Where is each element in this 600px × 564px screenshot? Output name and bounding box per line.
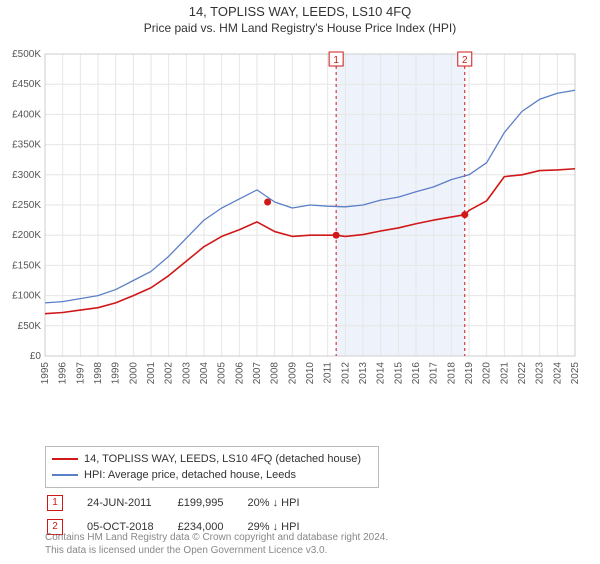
svg-text:1998: 1998: [93, 362, 104, 385]
svg-text:2001: 2001: [146, 362, 157, 385]
svg-text:£500K: £500K: [12, 49, 41, 60]
svg-text:2020: 2020: [482, 362, 493, 385]
svg-text:1997: 1997: [75, 362, 86, 385]
svg-text:£250K: £250K: [12, 200, 41, 211]
footer-line-2: This data is licensed under the Open Gov…: [45, 545, 388, 558]
svg-text:2009: 2009: [287, 362, 298, 385]
svg-text:2025: 2025: [570, 362, 581, 385]
svg-text:2007: 2007: [252, 362, 263, 385]
legend-swatch-price: [52, 458, 78, 460]
svg-text:1: 1: [333, 55, 339, 66]
svg-text:2012: 2012: [340, 362, 351, 385]
svg-text:1996: 1996: [58, 362, 69, 385]
footer: Contains HM Land Registry data © Crown c…: [45, 532, 388, 557]
svg-text:£150K: £150K: [12, 260, 41, 271]
svg-text:£100K: £100K: [12, 291, 41, 302]
svg-text:2018: 2018: [446, 362, 457, 385]
svg-text:2010: 2010: [305, 362, 316, 385]
svg-text:2: 2: [462, 55, 468, 66]
svg-text:£450K: £450K: [12, 79, 41, 90]
sale-diff: 20% ↓ HPI: [248, 492, 322, 514]
chart-title: 14, TOPLISS WAY, LEEDS, LS10 4FQ: [0, 4, 600, 19]
sale-marker-1: 1: [47, 495, 63, 511]
svg-text:2021: 2021: [499, 362, 510, 385]
svg-text:£400K: £400K: [12, 109, 41, 120]
svg-text:£0: £0: [30, 351, 42, 362]
svg-text:1995: 1995: [40, 362, 51, 385]
svg-text:2016: 2016: [411, 362, 422, 385]
svg-text:2015: 2015: [393, 362, 404, 385]
svg-text:1999: 1999: [111, 362, 122, 385]
svg-text:£350K: £350K: [12, 140, 41, 151]
legend-label-hpi: HPI: Average price, detached house, Leed…: [84, 469, 296, 481]
sale-price: £199,995: [178, 492, 246, 514]
svg-text:2008: 2008: [270, 362, 281, 385]
svg-text:£200K: £200K: [12, 230, 41, 241]
chart-plot-area: £0£50K£100K£150K£200K£250K£300K£350K£400…: [45, 48, 580, 398]
legend-label-price: 14, TOPLISS WAY, LEEDS, LS10 4FQ (detach…: [84, 453, 361, 465]
svg-text:2006: 2006: [234, 362, 245, 385]
legend-row-price: 14, TOPLISS WAY, LEEDS, LS10 4FQ (detach…: [52, 451, 372, 467]
svg-text:2002: 2002: [164, 362, 175, 385]
svg-text:2017: 2017: [429, 362, 440, 385]
line-chart: £0£50K£100K£150K£200K£250K£300K£350K£400…: [45, 48, 580, 398]
svg-text:£50K: £50K: [18, 321, 42, 332]
svg-text:£300K: £300K: [12, 170, 41, 181]
svg-text:2014: 2014: [376, 362, 387, 385]
svg-text:2024: 2024: [552, 362, 563, 385]
svg-text:2004: 2004: [199, 362, 210, 385]
footer-line-1: Contains HM Land Registry data © Crown c…: [45, 532, 388, 545]
legend-row-hpi: HPI: Average price, detached house, Leed…: [52, 467, 372, 483]
svg-text:2023: 2023: [535, 362, 546, 385]
sale-date: 24-JUN-2011: [87, 492, 176, 514]
svg-text:2011: 2011: [323, 362, 334, 384]
legend: 14, TOPLISS WAY, LEEDS, LS10 4FQ (detach…: [45, 446, 379, 488]
legend-swatch-hpi: [52, 474, 78, 476]
svg-text:2005: 2005: [217, 362, 228, 385]
svg-text:2019: 2019: [464, 362, 475, 385]
chart-subtitle: Price paid vs. HM Land Registry's House …: [0, 21, 600, 35]
svg-text:2013: 2013: [358, 362, 369, 385]
table-row: 1 24-JUN-2011 £199,995 20% ↓ HPI: [47, 492, 322, 514]
svg-text:2003: 2003: [181, 362, 192, 385]
svg-text:2000: 2000: [128, 362, 139, 385]
svg-text:2022: 2022: [517, 362, 528, 385]
